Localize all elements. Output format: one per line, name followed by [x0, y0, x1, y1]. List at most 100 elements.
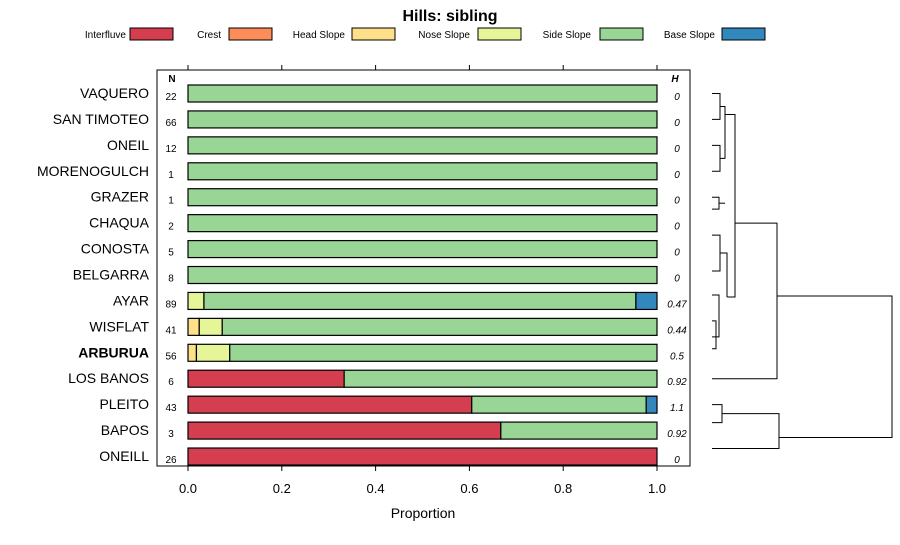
legend: Interfluve Crest Head Slope Nose Slope Side … [85, 27, 766, 41]
bar-segment [187, 343, 198, 362]
x-tick-label: 1.0 [648, 481, 666, 496]
bar-segment [187, 162, 658, 181]
dendrogram-branch [777, 295, 893, 439]
h-value: 0 [674, 455, 680, 466]
dendrogram-branch [720, 105, 726, 159]
axes: 0.0 0.2 0.4 0.6 0.8 1.0 N H [156, 65, 691, 496]
category-label: VAQUERO [80, 85, 149, 101]
h-value: 0.5 [670, 351, 684, 362]
category-label: GRAZER [91, 189, 149, 205]
n-value: 3 [168, 429, 174, 440]
category-label: SAN TIMOTEO [53, 111, 149, 127]
x-tick-label: 0.0 [179, 481, 197, 496]
bar-segment [187, 265, 658, 285]
h-value: 0.92 [667, 377, 687, 388]
x-axis-label: Proportion [391, 505, 456, 521]
category-label: LOS BANOS [68, 370, 149, 386]
bar-segment [187, 395, 473, 414]
bar-segment [187, 214, 658, 233]
dendrogram-branch [712, 234, 721, 272]
h-value: 0 [674, 248, 680, 259]
bar-segment [500, 421, 658, 440]
h-value: 0.47 [667, 299, 687, 310]
dendrogram-branch [720, 252, 728, 297]
legend-label: Nose Slope [418, 30, 470, 41]
dendrogram-branch [712, 413, 780, 450]
category-label: CHAQUA [89, 215, 150, 231]
bar-segment [471, 395, 647, 414]
dendrogram-branch [712, 320, 717, 350]
n-value: 1 [168, 196, 174, 207]
legend-swatch [228, 27, 273, 41]
legend-swatch [599, 27, 644, 41]
panel-frame [156, 69, 691, 467]
n-value: 22 [165, 92, 177, 103]
category-label: PLEITO [99, 396, 149, 412]
dendrogram-branch [712, 222, 778, 380]
legend-label: Base Slope [664, 30, 716, 41]
h-value: 0 [674, 144, 680, 155]
bar-segment [635, 291, 658, 311]
dendrogram-branch [712, 196, 720, 210]
chart-title: Hills: sibling [402, 8, 497, 25]
n-value: 1 [168, 170, 174, 181]
bar-segment [187, 136, 658, 155]
bar-segment [343, 369, 658, 388]
h-header: H [671, 74, 679, 85]
n-value: 56 [165, 351, 177, 362]
n-value: 26 [165, 455, 177, 466]
dendrogram-branch [712, 93, 721, 120]
h-value: 0 [674, 274, 680, 285]
legend-label: Interfluve [85, 30, 127, 41]
bar-segment [195, 343, 231, 362]
n-header: N [168, 74, 175, 85]
category-label: AYAR [113, 292, 149, 308]
legend-swatch [477, 27, 522, 41]
h-value: 0 [674, 222, 680, 233]
x-tick-label: 0.2 [273, 481, 291, 496]
legend-label: Head Slope [293, 30, 346, 41]
x-tick-label: 0.8 [554, 481, 572, 496]
bar-segment [187, 369, 345, 388]
legend-label: Side Slope [543, 30, 592, 41]
n-value: 66 [165, 118, 177, 129]
n-value: 2 [168, 222, 174, 233]
category-label: BAPOS [101, 422, 149, 438]
n-value: 12 [165, 144, 177, 155]
legend-swatch [351, 27, 396, 41]
h-value: 1.1 [670, 403, 684, 414]
n-value: 6 [168, 377, 174, 388]
h-value: 0 [674, 170, 680, 181]
bar-segment [187, 291, 205, 311]
bar-segment [187, 317, 200, 336]
bar-segment [187, 239, 658, 259]
category-label: MORENOGULCH [37, 163, 149, 179]
n-value: 5 [168, 248, 174, 259]
h-value: 0 [674, 92, 680, 103]
bar-segment [203, 291, 637, 311]
category-label: BELGARRA [73, 267, 150, 283]
legend-label: Crest [197, 30, 221, 41]
h-column: 0 0 0 0 0 0 0 0 0.47 0.44 0.5 0.92 1.1 0.92 0 [667, 92, 687, 466]
n-value: 89 [165, 299, 177, 310]
h-value: 0.92 [667, 429, 687, 440]
category-label: ONEILL [99, 448, 149, 464]
dendrogram [712, 93, 893, 450]
dendrogram-branch [712, 404, 723, 424]
dendrogram-branch [725, 113, 736, 298]
h-value: 0 [674, 118, 680, 129]
legend-swatch [129, 27, 174, 41]
bar-segment [645, 395, 658, 414]
x-tick-label: 0.6 [460, 481, 478, 496]
bar-segment [187, 110, 658, 129]
h-value: 0.44 [667, 325, 687, 336]
legend-swatch [721, 27, 766, 41]
dendrogram-branch [712, 144, 721, 172]
n-value: 43 [165, 403, 177, 414]
h-value: 0 [674, 196, 680, 207]
bar-segment [198, 317, 223, 336]
category-label: ONEIL [107, 137, 149, 153]
category-label: ARBURUA [78, 344, 149, 360]
